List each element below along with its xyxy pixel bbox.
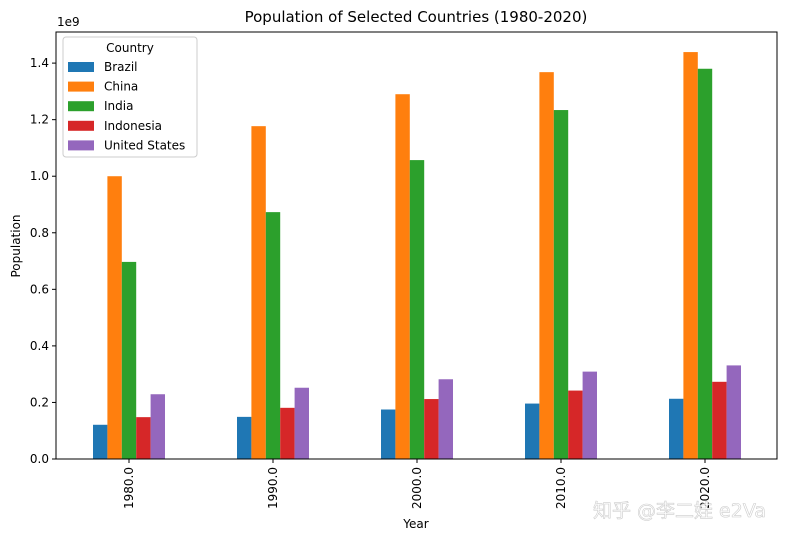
legend-label-united-states: United States xyxy=(104,138,185,152)
bar-brazil-1990-0 xyxy=(237,416,252,459)
x-tick-label: 2000.0 xyxy=(410,467,424,509)
bar-india-1990-0 xyxy=(265,212,281,459)
bar-china-2000-0 xyxy=(395,94,410,460)
legend: Country Brazil China India Indonesia United S… xyxy=(62,36,198,158)
bar-china-1990-0 xyxy=(251,126,266,460)
chart-title: Population of Selected Countries (1980-2… xyxy=(245,8,588,26)
legend-swatch-indonesia xyxy=(68,120,94,131)
legend-label-india: India xyxy=(104,99,133,113)
plot-frame xyxy=(55,31,778,460)
bar-united-states-1980-0 xyxy=(150,394,165,459)
bar-brazil-2020-0 xyxy=(669,398,684,459)
legend-box xyxy=(62,36,198,158)
legend-swatch-united-states xyxy=(68,140,94,151)
bar-united-states-1990-0 xyxy=(294,387,309,459)
bar-united-states-2010-0 xyxy=(582,371,597,459)
legend-swatch-brazil xyxy=(68,62,94,72)
x-tick-label: 1980.0 xyxy=(122,467,136,509)
bar-india-2000-0 xyxy=(409,160,425,459)
bar-brazil-1980-0 xyxy=(93,424,108,459)
legend-label-indonesia: Indonesia xyxy=(104,119,162,133)
bar-indonesia-2010-0 xyxy=(568,390,583,459)
y-tick-label: 0.6 xyxy=(30,282,49,296)
y-tick-label: 1.0 xyxy=(30,169,49,183)
x-ticks-group: 1980.0 1990.0 2000.0 2010.0 2020.0 xyxy=(122,459,712,509)
bars-group xyxy=(93,52,741,460)
y-tick-label: 0.2 xyxy=(30,395,49,409)
bar-india-2020-0 xyxy=(697,68,713,459)
bar-indonesia-1990-0 xyxy=(280,407,295,459)
legend-swatch-india xyxy=(68,101,94,112)
y-ticks-group: 0.0 0.2 0.4 0.6 0.8 1.0 1.2 1.4 xyxy=(30,56,56,466)
bar-china-1980-0 xyxy=(107,176,122,459)
watermark-text: 知乎 @李二娃 e2Va xyxy=(593,500,766,522)
y-tick-label: 0.4 xyxy=(30,339,49,353)
bar-china-2020-0 xyxy=(683,52,698,459)
legend-label-brazil: Brazil xyxy=(104,60,138,74)
legend-swatch-china xyxy=(68,81,94,92)
legend-label-china: China xyxy=(104,80,138,94)
y-tick-label: 1.2 xyxy=(30,113,49,127)
bar-india-2010-0 xyxy=(553,110,569,460)
bar-united-states-2000-0 xyxy=(438,379,453,459)
bar-china-2010-0 xyxy=(539,72,554,460)
x-axis-label: Year xyxy=(402,517,428,531)
bar-indonesia-2000-0 xyxy=(424,399,439,459)
bar-brazil-2010-0 xyxy=(525,403,540,459)
y-tick-label: 1.4 xyxy=(30,56,49,70)
bar-indonesia-2020-0 xyxy=(712,381,727,459)
y-axis-label: Population xyxy=(9,214,23,277)
x-tick-label: 2020.0 xyxy=(698,467,712,509)
x-tick-label: 1990.0 xyxy=(266,467,280,509)
bar-indonesia-1980-0 xyxy=(136,417,151,459)
x-tick-label: 2010.0 xyxy=(554,467,568,509)
y-tick-label: 0.0 xyxy=(30,452,49,466)
y-offset-text: 1e9 xyxy=(57,15,80,29)
legend-title: Country xyxy=(106,41,154,55)
bar-united-states-2020-0 xyxy=(726,365,741,459)
y-tick-label: 0.8 xyxy=(30,226,49,240)
bar-brazil-2000-0 xyxy=(381,409,396,459)
bar-india-1980-0 xyxy=(121,261,137,459)
